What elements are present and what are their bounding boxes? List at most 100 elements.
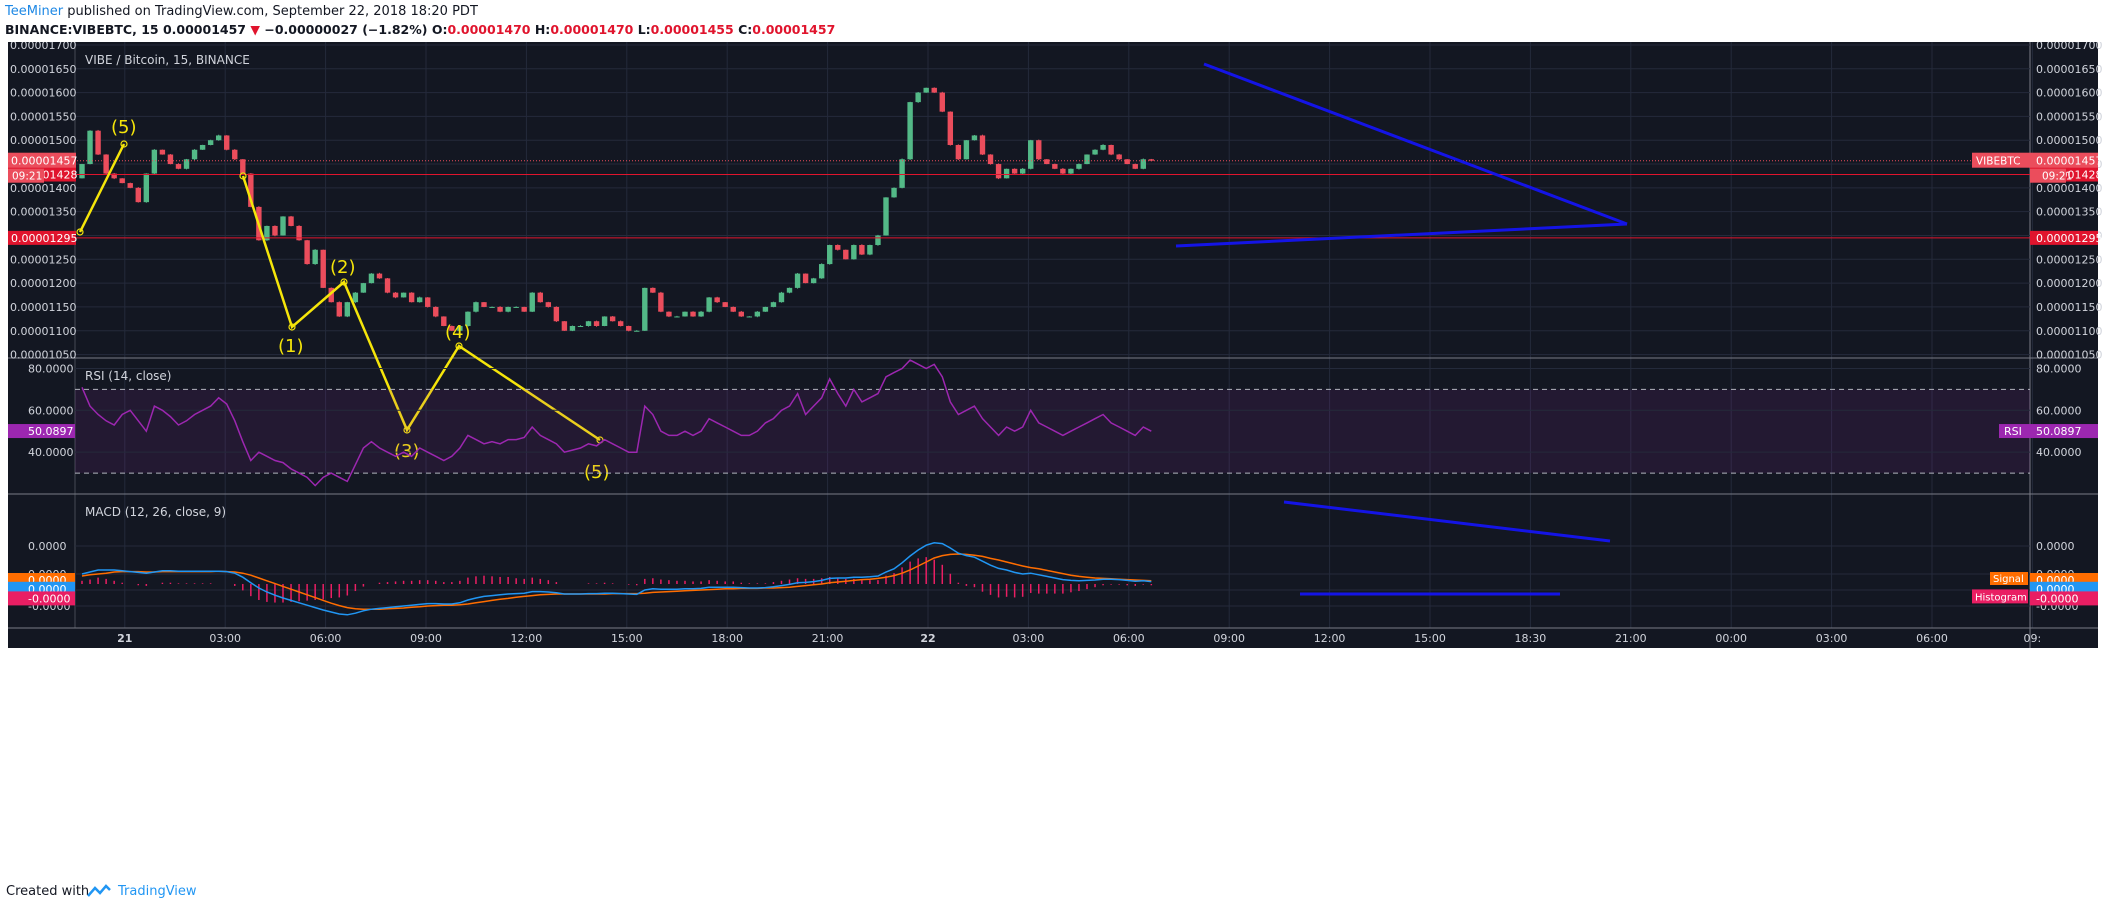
time-tick-label: 21 xyxy=(117,632,132,645)
candle-body xyxy=(119,178,125,184)
candle-body xyxy=(199,144,206,150)
candle-body xyxy=(1100,144,1106,150)
price-tick-label-left: 0.00001400 xyxy=(10,182,76,195)
price-tick-label-right: 0.00001250 xyxy=(2036,253,2102,266)
candle-body xyxy=(272,225,278,236)
level-badge-left xyxy=(8,230,76,245)
candle-body xyxy=(601,316,608,326)
signal-legend-badge xyxy=(1990,572,2028,585)
candle-body xyxy=(1019,168,1026,174)
time-tick-label: 09:00 xyxy=(410,632,442,645)
wave-point xyxy=(288,323,296,331)
candle-body xyxy=(328,287,334,303)
candle-body xyxy=(634,330,640,332)
macd-line xyxy=(81,542,1152,616)
price-pane-title: VIBE / Bitcoin, 15, BINANCE xyxy=(85,53,250,67)
macd-value-badge-left xyxy=(8,591,75,606)
price-tick-label-left: 0.00001500 xyxy=(10,134,76,147)
last-price-badge-left-text: 0.00001457 xyxy=(11,155,77,168)
candle-body xyxy=(103,154,109,174)
candle-body xyxy=(577,325,584,327)
author-link[interactable]: TeeMiner xyxy=(5,4,64,19)
high-value: 0.00001470 xyxy=(550,22,634,37)
rsi-tick-label-left: 60.0000 xyxy=(28,404,74,417)
candle-body xyxy=(1060,168,1066,174)
candle-body xyxy=(1084,154,1090,165)
footer: Created with TradingView xyxy=(0,872,2107,910)
price-tick-label-left: 0.00001150 xyxy=(10,301,76,314)
macd-value-badge-right xyxy=(2030,591,2098,606)
wave-point xyxy=(455,342,463,350)
histogram-legend-text: Histogram xyxy=(1975,592,2027,603)
candle-body xyxy=(497,306,503,312)
candle-body xyxy=(505,306,511,312)
price-tick-label-left: 0.00001200 xyxy=(10,277,76,290)
time-tick-label: 06:00 xyxy=(1916,632,1948,645)
time-tick-label: 22 xyxy=(920,632,935,645)
candle-body xyxy=(851,245,857,260)
rsi-value-badge-right-text: 50.0897 xyxy=(2036,425,2082,438)
candle-body xyxy=(529,292,535,312)
candle-body xyxy=(481,302,487,307)
elliott-wave-line xyxy=(241,175,601,442)
time-tick-label: 21:00 xyxy=(812,632,844,645)
candle-body xyxy=(722,302,728,307)
candle-body xyxy=(376,273,383,279)
chart-background xyxy=(8,42,2098,648)
candle-body xyxy=(240,159,246,174)
candle-body xyxy=(135,187,141,203)
countdown-badge-right-text: 09:21 xyxy=(2042,171,2072,183)
candle-body xyxy=(457,325,463,331)
candle-body xyxy=(384,278,391,293)
tradingview-link[interactable]: TradingView xyxy=(118,884,197,899)
price-tick-label-right: 0.00001650 xyxy=(2036,63,2102,76)
time-tick-label: 15:00 xyxy=(611,632,643,645)
wave-label: (1) xyxy=(278,336,304,357)
time-tick-label: 06:00 xyxy=(310,632,342,645)
rsi-tick-label-right: 40.0000 xyxy=(2036,446,2082,459)
countdown-badge-right xyxy=(2030,168,2066,183)
candle-body xyxy=(336,302,342,317)
price-tick-label-left: 0.00001550 xyxy=(10,110,76,123)
candle-body xyxy=(87,130,93,165)
rsi-label-badge-text: RSI xyxy=(2004,425,2022,438)
candle-body xyxy=(288,216,294,226)
price-tick-label-right: 0.00001150 xyxy=(2036,301,2102,314)
candle-body xyxy=(867,245,873,255)
low-value: 0.00001455 xyxy=(650,22,734,37)
price-tick-label-right: 0.00001100 xyxy=(2036,325,2102,338)
rsi-pane-title: RSI (14, close) xyxy=(85,369,171,383)
level-badge-right xyxy=(2030,230,2098,245)
candle-body xyxy=(1140,159,1146,169)
candle-body xyxy=(585,321,592,326)
candle-body xyxy=(167,154,174,165)
wave-label: (4) xyxy=(445,322,471,343)
level-badge-left-text: 0.00001295 xyxy=(11,232,77,245)
last-price-badge-right xyxy=(2030,152,2098,168)
candle-body xyxy=(1124,159,1130,165)
time-tick-label: 18:00 xyxy=(711,632,743,645)
candle-body xyxy=(151,149,158,174)
candle-body xyxy=(698,311,704,317)
candle-body xyxy=(987,154,994,165)
candle-body xyxy=(626,325,632,331)
candle-body xyxy=(320,249,326,288)
candle-body xyxy=(207,140,214,145)
tradingview-logo-icon xyxy=(87,884,111,897)
candle-body xyxy=(907,102,913,160)
wave-point xyxy=(76,228,84,236)
time-tick-label: 09: xyxy=(2024,632,2042,645)
chart-area[interactable]: 0.00001700 0.00001700 0.00001650 0.00001650… xyxy=(0,42,2107,872)
candle-body xyxy=(408,292,415,303)
candle-body xyxy=(183,159,190,169)
candle-body xyxy=(400,292,407,298)
time-tick-label: 06:00 xyxy=(1113,632,1145,645)
chart-header: TeeMiner published on TradingView.com, S… xyxy=(0,0,2107,42)
candle-body xyxy=(939,92,945,112)
price-tick-label-left: 0.00001250 xyxy=(10,253,76,266)
candle-body xyxy=(995,164,1002,179)
candle-body xyxy=(248,173,254,207)
price-tick-label-right: 0.00001500 xyxy=(2036,134,2102,147)
histogram-legend-badge xyxy=(1972,589,2028,604)
publish-line: TeeMiner published on TradingView.com, S… xyxy=(5,4,478,19)
